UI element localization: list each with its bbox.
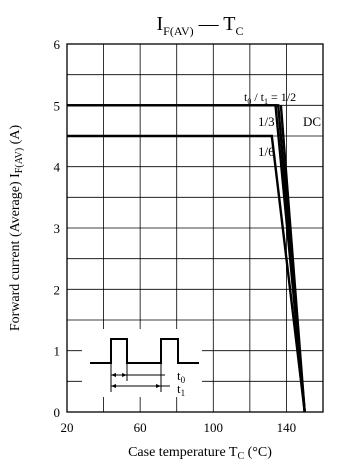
y-axis-label: Forward current (Average) IF(AV) (A): [8, 125, 25, 332]
series-line-3: [67, 134, 306, 413]
label-dc: DC: [303, 114, 321, 129]
y-tick-label: 1: [54, 344, 61, 359]
x-tick-label: 100: [204, 420, 224, 435]
y-tick-label: 6: [54, 37, 61, 52]
plot-frame: [66, 43, 324, 413]
series-line-1: [67, 104, 306, 413]
y-tick-label: 2: [54, 282, 61, 297]
x-tick-label: 140: [277, 420, 297, 435]
inset-t1-label: t1: [177, 381, 185, 398]
y-tick-label: 5: [54, 98, 61, 113]
y-tick-label: 0: [54, 405, 61, 420]
x-tick-label: 20: [61, 420, 74, 435]
tick-labels: 20 60 100 140 0 1 2 3 4 5 6: [54, 37, 297, 435]
pulse-inset: t0 t1: [82, 329, 202, 398]
x-axis-label: Case temperature TC (°C): [128, 445, 272, 462]
series-lines: [67, 104, 306, 413]
series-line-2: [279, 105, 306, 413]
y-tick-label: 3: [54, 221, 61, 236]
chart-title: IF(AV) — TC: [157, 13, 244, 38]
y-tick-label: 4: [54, 160, 61, 175]
label-ratio-sixth: 1/6: [258, 144, 275, 159]
inset-t0-label: t0: [177, 368, 186, 385]
label-ratio-third: 1/3: [258, 114, 275, 129]
x-tick-label: 60: [134, 420, 147, 435]
label-ratio-half: t0 / t1 = 1/2: [244, 90, 296, 106]
